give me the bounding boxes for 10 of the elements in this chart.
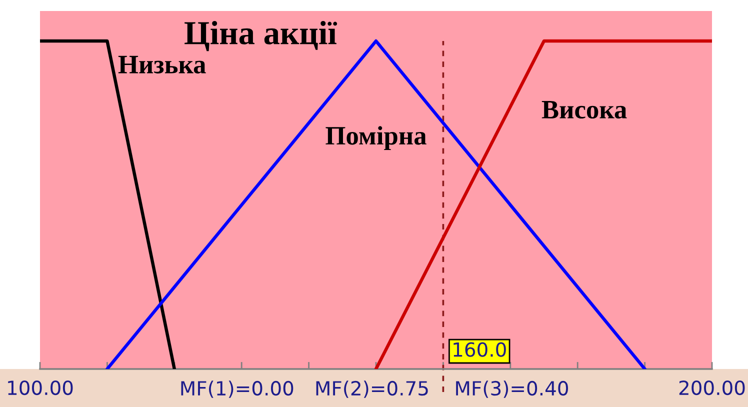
chart-title: Ціна акції: [184, 20, 338, 52]
series-label: Помірна: [326, 126, 426, 150]
ref-line-label: 160.0: [454, 342, 506, 357]
series-label: Низька: [118, 56, 206, 74]
x-tick-label: 100.00: [8, 380, 73, 396]
text: MF(2)=0.75: [316, 380, 428, 398]
text: MF(3)=0.40: [456, 380, 568, 398]
text: MF(1)=0.00: [181, 380, 294, 398]
series-label: Висока: [542, 101, 627, 119]
x-tick-label: 200.00: [679, 380, 745, 396]
